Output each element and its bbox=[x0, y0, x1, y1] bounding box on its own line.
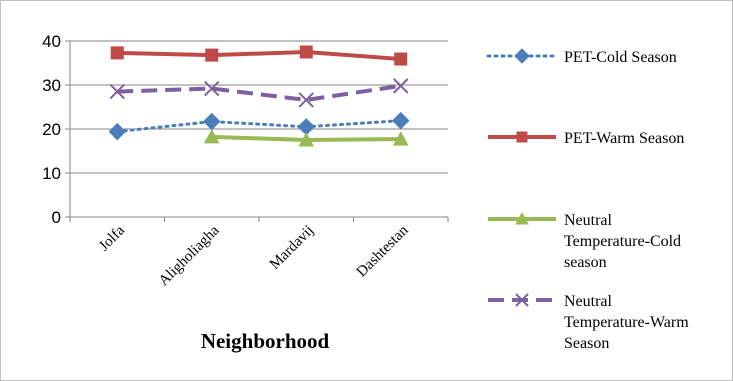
data-point-square bbox=[299, 45, 313, 59]
legend-label-line: season bbox=[564, 254, 607, 271]
x-tick-labels: Jolfa Aligholiagha Mardavij Dashtestan bbox=[96, 222, 412, 289]
x-tick-label: Mardavij bbox=[267, 223, 317, 273]
legend-label-line: Neutral bbox=[564, 212, 613, 229]
x-tick-label: Jolfa bbox=[96, 222, 128, 254]
series-line bbox=[117, 83, 402, 102]
legend-label-line: Season bbox=[564, 335, 609, 352]
y-tick-label: 0 bbox=[52, 208, 61, 227]
legend-label-line: PET-Warm Season bbox=[564, 130, 684, 147]
data-point-x bbox=[393, 78, 409, 94]
data-point-diamond bbox=[203, 112, 221, 131]
data-point-triangle bbox=[515, 211, 529, 225]
axes bbox=[65, 40, 449, 222]
series-line bbox=[117, 49, 401, 62]
legend-entry: Neutral Temperature-Cold season bbox=[488, 211, 681, 271]
data-point-square bbox=[205, 48, 219, 62]
legend-label-line: PET-Cold Season bbox=[564, 49, 677, 66]
x-tick-label: Dashtestan bbox=[354, 222, 412, 280]
series-0 bbox=[108, 111, 410, 141]
data-point-square bbox=[110, 46, 124, 60]
y-tick-label: 10 bbox=[42, 164, 61, 183]
series-line bbox=[115, 119, 403, 134]
legend-entry: PET-Cold Season bbox=[486, 48, 677, 66]
legend-label-line: Temperature-Warm bbox=[564, 314, 689, 331]
data-point-square bbox=[394, 52, 408, 66]
x-axis-label: Neighborhood bbox=[201, 329, 330, 353]
legend: PET-Cold Season PET-Warm Season Neutral Tem… bbox=[486, 48, 689, 352]
y-tick-labels: 0 10 20 30 40 bbox=[42, 32, 61, 227]
legend-entry: PET-Warm Season bbox=[488, 130, 684, 147]
y-tick-label: 30 bbox=[42, 76, 61, 95]
series-2 bbox=[203, 128, 409, 147]
data-point-x bbox=[515, 293, 529, 307]
data-point-x bbox=[204, 80, 220, 97]
x-tick-label: Aligholiagha bbox=[156, 222, 223, 289]
data-point-x bbox=[298, 92, 314, 108]
legend-label-line: Neutral bbox=[564, 293, 613, 310]
data-point-triangle bbox=[203, 128, 220, 144]
y-tick-label: 40 bbox=[42, 32, 61, 51]
legend-entry: Neutral Temperature-Warm Season bbox=[488, 293, 689, 352]
gridlines bbox=[70, 40, 448, 174]
series-3 bbox=[109, 78, 409, 108]
data-point-square bbox=[516, 131, 528, 143]
legend-label-line: Temperature-Cold bbox=[564, 233, 681, 250]
data-point-diamond bbox=[392, 111, 410, 130]
y-tick-label: 20 bbox=[42, 120, 61, 139]
series bbox=[108, 45, 410, 147]
series-1 bbox=[110, 45, 408, 66]
data-point-diamond bbox=[108, 122, 126, 141]
data-point-triangle bbox=[392, 131, 409, 146]
data-point-triangle bbox=[298, 131, 315, 147]
data-point-x bbox=[109, 83, 125, 100]
data-point-diamond bbox=[514, 48, 530, 64]
